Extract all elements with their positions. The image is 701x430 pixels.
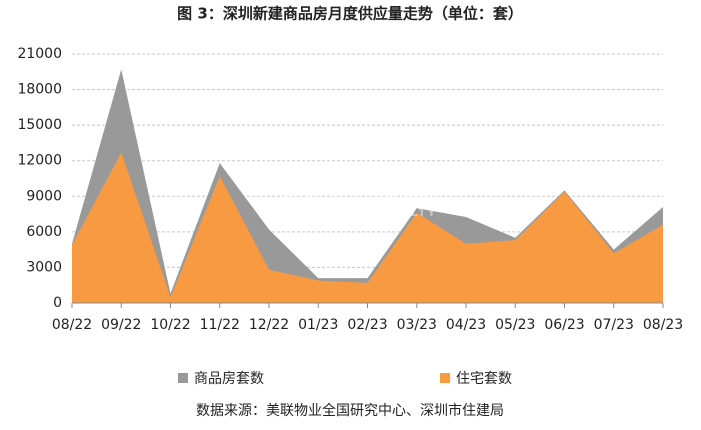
y-tick-label: 6000 [26, 224, 62, 240]
x-tick-label: 04/23 [446, 317, 486, 333]
x-tick-label: 07/23 [594, 317, 634, 333]
y-tick-label: 12000 [17, 153, 62, 169]
chart-title: 图 3：深圳新建商品房月度供应量走势（单位：套） [177, 5, 523, 23]
y-tick-label: 3000 [26, 259, 62, 275]
y-tick-label: 9000 [26, 188, 62, 204]
y-tick-label: 21000 [17, 46, 62, 62]
x-tick-label: 08/23 [643, 317, 683, 333]
source-note: 数据来源：美联物业全国研究中心、深圳市住建局 [196, 402, 504, 419]
legend-label: 住宅套数 [456, 371, 512, 387]
x-tick-label: 06/23 [544, 317, 584, 333]
watermark: MIDLAND REALTY [302, 206, 437, 219]
x-tick-label: 09/22 [101, 317, 141, 333]
x-tick-label: 10/22 [150, 317, 190, 333]
x-tick-label: 08/22 [52, 317, 92, 333]
area [72, 152, 663, 303]
x-tick-label: 11/22 [200, 317, 240, 333]
y-tick-label: 15000 [17, 117, 62, 133]
legend-swatch [440, 373, 450, 383]
x-tick-label: 05/23 [495, 317, 535, 333]
x-tick-label: 01/23 [298, 317, 338, 333]
y-tick-label: 18000 [17, 82, 62, 98]
watermark: 美联物业 [280, 160, 440, 206]
x-tick-label: 03/23 [397, 317, 437, 333]
x-tick-label: 12/22 [249, 317, 289, 333]
legend-swatch [178, 373, 188, 383]
y-tick-label: 0 [53, 295, 62, 311]
legend-label: 商品房套数 [194, 371, 264, 387]
x-tick-label: 02/23 [347, 317, 387, 333]
